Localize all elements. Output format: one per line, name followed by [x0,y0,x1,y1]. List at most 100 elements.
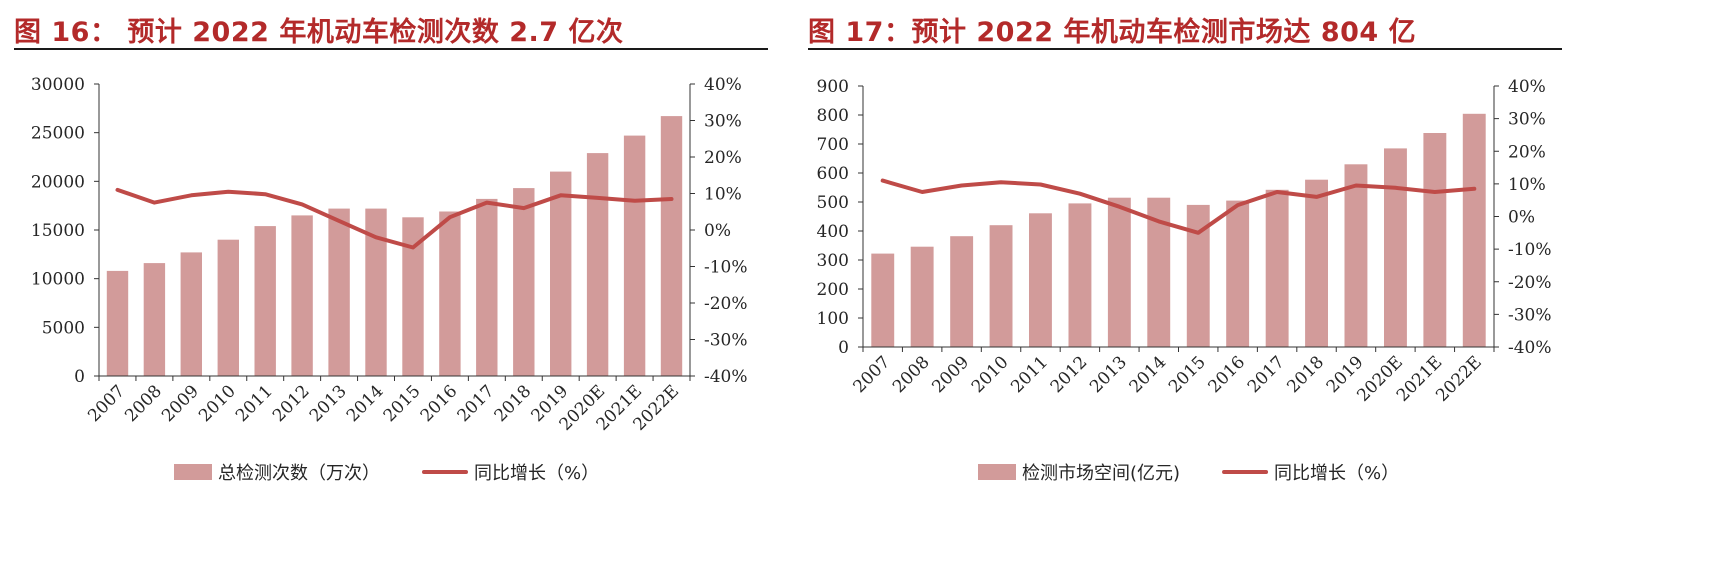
x-tick-label: 2011 [1007,352,1052,397]
left-tick-label: 200 [817,280,849,300]
bar [1344,164,1368,347]
chart-panel-market: 图 17：预计 2022 年机动车检测市场达 804 亿 0 100 200 300 4… [808,0,1562,564]
bar [180,252,202,376]
line-series [880,178,1477,235]
right-tick-label: -20% [704,294,748,314]
right-tick-label: -40% [1508,338,1552,358]
x-tick-label: 2010 [968,352,1013,397]
combo-chart-market: 0 100 200 300 400 500 600 700 800 900 -40% -30% -20%… [817,77,1552,484]
legend-label-line: 同比增长（%） [474,463,599,484]
left-tick-label: 0 [74,367,85,387]
bar [910,246,934,347]
x-tick-label: 2012 [1047,352,1092,397]
legend: 检测市场空间(亿元) 同比增长（%） [978,463,1399,484]
bar [106,270,129,376]
chart-title: 图 16： 预计 2022 年机动车检测次数 2.7 亿次 [14,17,624,48]
bar [871,253,895,347]
x-tick-label: 2013 [1086,352,1131,397]
x-tick-label: 2022E [1432,352,1486,406]
right-tick-label: 0% [1508,208,1535,228]
bar [586,153,609,376]
left-tick-label: 25000 [31,124,85,144]
bar [1384,148,1407,347]
x-tick-label: 2008 [121,381,166,426]
x-tick-label: 2015 [1165,352,1210,397]
x-tick-label: 2018 [491,381,536,426]
x-tick-label: 2010 [195,381,240,426]
title-divider [14,48,768,50]
bar [623,135,646,376]
right-tick-label: 10% [1508,175,1546,195]
x-tick-label: 2016 [417,381,462,426]
bar [950,236,974,347]
bar [402,217,424,376]
left-tick-label: 5000 [42,318,85,338]
bar [254,226,276,376]
chart-panel-inspections: 图 16： 预计 2022 年机动车检测次数 2.7 亿次 0 5000 10000… [14,0,768,564]
x-tick-label: 2013 [306,381,351,426]
x-tick-label: 2014 [1126,352,1171,397]
x-tick-label: 2016 [1204,352,1249,397]
left-tick-label: 800 [817,106,849,126]
x-tick-label: 2017 [1244,352,1289,397]
chart-title: 图 17：预计 2022 年机动车检测市场达 804 亿 [808,17,1417,48]
left-tick-label: 400 [817,222,849,242]
x-tick-label: 2009 [928,352,973,397]
left-tick-label: 500 [817,193,849,213]
legend: 总检测次数（万次） 同比增长（%） [174,463,599,484]
bar [550,171,572,376]
x-tick-label: 2007 [850,352,895,397]
right-tick-label: 10% [704,185,742,205]
legend-label-bar: 总检测次数（万次） [218,463,380,484]
bar [1107,197,1131,347]
bar [1423,133,1447,347]
x-tick-label: 2008 [889,352,934,397]
right-tick-label: -10% [704,258,748,278]
x-tick-label: 2018 [1283,352,1328,397]
x-tick-label: 2015 [380,381,425,426]
bar [217,239,239,376]
right-tick-label: 30% [1508,110,1546,130]
right-tick-label: -30% [1508,305,1552,325]
right-tick-label: 20% [704,148,742,168]
right-tick-label: -20% [1508,273,1552,293]
x-tick-label: 2011 [232,381,277,426]
left-tick-label: 0 [838,338,849,358]
x-tick-label: 2007 [84,381,129,426]
bar [1147,197,1171,347]
bar [1226,200,1250,347]
bar [1029,213,1052,347]
left-tick-label: 100 [817,309,849,329]
left-tick-label: 600 [817,164,849,184]
bar [143,263,166,376]
bar [989,225,1013,347]
bar [365,208,387,376]
left-tick-label: 30000 [31,75,85,95]
left-tick-label: 15000 [31,221,85,241]
x-tick-label: 2017 [454,381,499,426]
right-tick-label: -30% [704,331,748,351]
bar [1068,203,1092,347]
right-tick-label: -40% [704,367,748,387]
bar [1305,179,1328,347]
right-tick-label: 40% [704,75,742,95]
bar [328,208,350,376]
right-tick-label: -10% [1508,240,1552,260]
legend-label-bar: 检测市场空间(亿元) [1022,463,1180,484]
right-tick-label: 30% [704,112,742,132]
line-series [115,187,674,250]
right-tick-label: 0% [704,221,731,241]
bar [1462,113,1486,347]
left-tick-label: 300 [817,251,849,271]
left-tick-label: 20000 [31,172,85,192]
bar [1265,189,1289,347]
left-tick-label: 10000 [31,270,85,290]
legend-label-line: 同比增长（%） [1274,463,1399,484]
right-tick-label: 40% [1508,77,1546,97]
title-divider [808,48,1562,50]
right-tick-label: 20% [1508,142,1546,162]
x-tick-label: 2012 [269,381,314,426]
bar [660,116,683,376]
left-tick-label: 900 [817,77,849,97]
left-tick-label: 700 [817,135,849,155]
